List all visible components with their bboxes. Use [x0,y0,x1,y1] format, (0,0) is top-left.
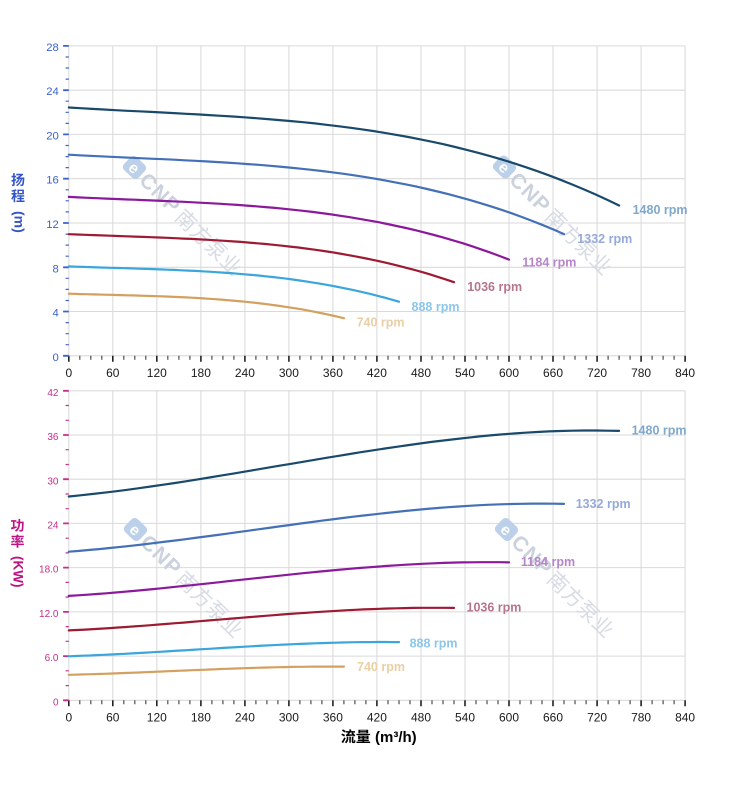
svg-text:24: 24 [46,86,59,98]
svg-text:12: 12 [46,219,59,231]
svg-text:0: 0 [53,352,59,364]
svg-text:24: 24 [47,521,59,532]
svg-text:180: 180 [191,711,211,725]
svg-text:660: 660 [543,711,563,725]
svg-text:1036 rpm: 1036 rpm [467,601,522,615]
svg-text:0: 0 [65,711,72,725]
svg-text:888 rpm: 888 rpm [410,637,458,651]
svg-text:42: 42 [47,388,59,399]
svg-text:420: 420 [367,366,387,380]
svg-text:0: 0 [53,697,59,708]
svg-text:840: 840 [675,366,695,380]
svg-text:240: 240 [235,711,255,725]
svg-text:600: 600 [499,366,519,380]
svg-text:60: 60 [106,366,120,380]
svg-text:30: 30 [47,476,59,487]
svg-text:6.0: 6.0 [45,653,59,664]
svg-text:240: 240 [235,366,255,380]
svg-text:4: 4 [53,308,59,320]
svg-text:740 rpm: 740 rpm [357,660,405,674]
svg-text:8: 8 [53,263,59,275]
svg-text:(m): (m) [12,211,28,233]
svg-text:720: 720 [587,711,607,725]
svg-text:18.0: 18.0 [39,565,59,576]
svg-text:1036 rpm: 1036 rpm [467,280,522,294]
svg-text:(KW): (KW) [11,556,26,587]
svg-text:20: 20 [46,130,59,142]
svg-text:180: 180 [191,366,211,380]
svg-text:660: 660 [543,366,563,380]
svg-text:780: 780 [631,366,651,380]
svg-text:12.0: 12.0 [39,609,59,620]
svg-text:1332 rpm: 1332 rpm [577,232,632,246]
svg-text:480: 480 [411,366,431,380]
svg-text:1480 rpm: 1480 rpm [632,424,687,438]
svg-text:(m³/h): (m³/h) [375,729,417,746]
svg-text:300: 300 [279,711,299,725]
svg-text:540: 540 [455,711,475,725]
svg-text:36: 36 [47,432,59,443]
svg-text:1184 rpm: 1184 rpm [522,256,576,270]
svg-text:1332 rpm: 1332 rpm [576,497,631,511]
svg-text:300: 300 [279,366,299,380]
svg-text:28: 28 [46,42,59,54]
svg-text:420: 420 [367,711,387,725]
svg-text:480: 480 [411,711,431,725]
svg-text:540: 540 [455,366,475,380]
svg-text:60: 60 [106,711,120,725]
svg-text:600: 600 [499,711,519,725]
svg-text:840: 840 [675,711,695,725]
svg-text:360: 360 [323,711,343,725]
svg-text:120: 120 [147,711,167,725]
svg-text:120: 120 [147,366,167,380]
svg-text:360: 360 [323,366,343,380]
svg-text:740 rpm: 740 rpm [357,315,405,329]
svg-text:1480 rpm: 1480 rpm [633,203,688,217]
svg-text:1184 rpm: 1184 rpm [521,555,575,569]
svg-text:780: 780 [631,711,651,725]
svg-text:0: 0 [65,366,72,380]
svg-text:720: 720 [587,366,607,380]
svg-text:888 rpm: 888 rpm [412,300,460,314]
svg-text:16: 16 [46,175,59,187]
